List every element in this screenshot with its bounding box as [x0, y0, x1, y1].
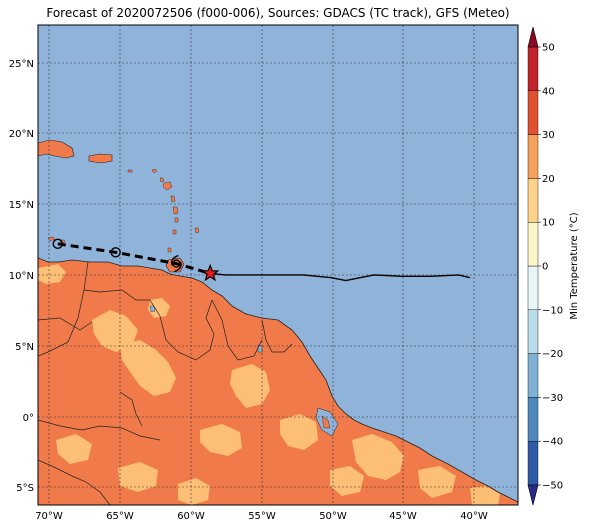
colorbar-segments	[527, 26, 539, 506]
colorbar-min-extension	[527, 484, 539, 506]
martinique	[172, 206, 179, 215]
colorbar-tick-label: −50	[542, 481, 563, 492]
colorbar-tick-label: 30	[542, 130, 555, 141]
colorbar-segment	[527, 441, 539, 486]
colorbar-segment	[527, 90, 539, 135]
colorbar-ticks: 50 40 30 20 10 0 −10 −20 −30 −40 −50	[538, 43, 563, 492]
virgin-islands	[127, 169, 133, 173]
colorbar-tick-label: −30	[542, 393, 563, 404]
tropical-storm-icon	[170, 254, 182, 273]
lat-label: 0°	[23, 413, 34, 424]
aruba-curacao	[47, 236, 66, 244]
lon-label: 65°W	[106, 511, 134, 522]
barbados	[194, 227, 200, 234]
colorbar-tick-label: 40	[542, 86, 555, 97]
colorbar-segment	[527, 265, 539, 310]
marajo-island	[321, 415, 331, 429]
forecast-point[interactable]	[110, 247, 121, 258]
colorbar-segment	[527, 309, 539, 354]
forecast-point[interactable]	[52, 238, 63, 250]
longitude-labels: 70°W 65°W 60°W 55°W 50°W 45°W 40°W	[35, 511, 488, 522]
country-borders	[38, 261, 293, 505]
mild-temperature-areas	[38, 264, 500, 505]
map-area[interactable]	[38, 25, 518, 505]
colorbar-tick-label: −20	[542, 349, 563, 360]
lon-label: 40°W	[460, 511, 488, 522]
puerto-rico	[88, 153, 113, 164]
island-1	[151, 168, 158, 174]
st-lucia	[174, 217, 179, 223]
lon-label: 45°W	[389, 511, 417, 522]
map-frame	[37, 24, 519, 506]
storm-forecast-track	[57, 242, 211, 275]
colorbar-segment	[527, 178, 539, 223]
lon-label: 60°W	[177, 511, 205, 522]
colorbar-tick-label: 0	[542, 262, 548, 273]
colorbar-tick-label: −40	[542, 437, 563, 448]
lon-label: 50°W	[319, 511, 347, 522]
dominica	[170, 195, 176, 203]
colorbar-segment	[527, 353, 539, 398]
colorbar-tick-label: 50	[542, 43, 555, 54]
colorbar: 50 40 30 20 10 0 −10 −20 −30 −40 −50 Min Temperatu…	[527, 26, 580, 506]
colorbar-segment	[527, 134, 539, 179]
colorbar-max-extension	[527, 26, 539, 48]
colorbar-segment	[527, 221, 539, 267]
lon-label: 55°W	[248, 511, 276, 522]
latitude-labels: 25°N 20°N 15°N 10°N 5°N 0° 5°S	[9, 59, 34, 494]
st-vincent	[172, 229, 177, 235]
colorbar-label: Min Temperature (°C)	[569, 212, 580, 319]
lake-guri	[149, 305, 263, 353]
map-title: Forecast of 2020072506 (f000-006), Sourc…	[46, 6, 510, 20]
south-america	[38, 257, 518, 505]
colorbar-tick-label: −10	[542, 305, 563, 316]
colorbar-tick-label: 20	[542, 174, 555, 185]
storm-history-track	[210, 272, 471, 282]
guadeloupe	[162, 181, 173, 191]
colorbar-tick-label: 10	[542, 218, 555, 229]
gridlines	[38, 25, 518, 505]
lon-label: 70°W	[35, 511, 63, 522]
lat-label: 10°N	[9, 271, 34, 282]
lat-label: 15°N	[9, 200, 34, 211]
forecast-points	[52, 238, 121, 258]
lat-label: 5°N	[15, 342, 34, 353]
colorbar-segment	[527, 397, 539, 442]
hispaniola	[38, 139, 75, 159]
grenada	[167, 247, 172, 253]
island-2	[159, 177, 165, 183]
colorbar-segment	[527, 46, 539, 91]
lat-label: 25°N	[9, 59, 34, 70]
lat-label: 5°S	[16, 483, 34, 494]
current-position-star	[200, 263, 220, 282]
lat-label: 20°N	[9, 129, 34, 140]
